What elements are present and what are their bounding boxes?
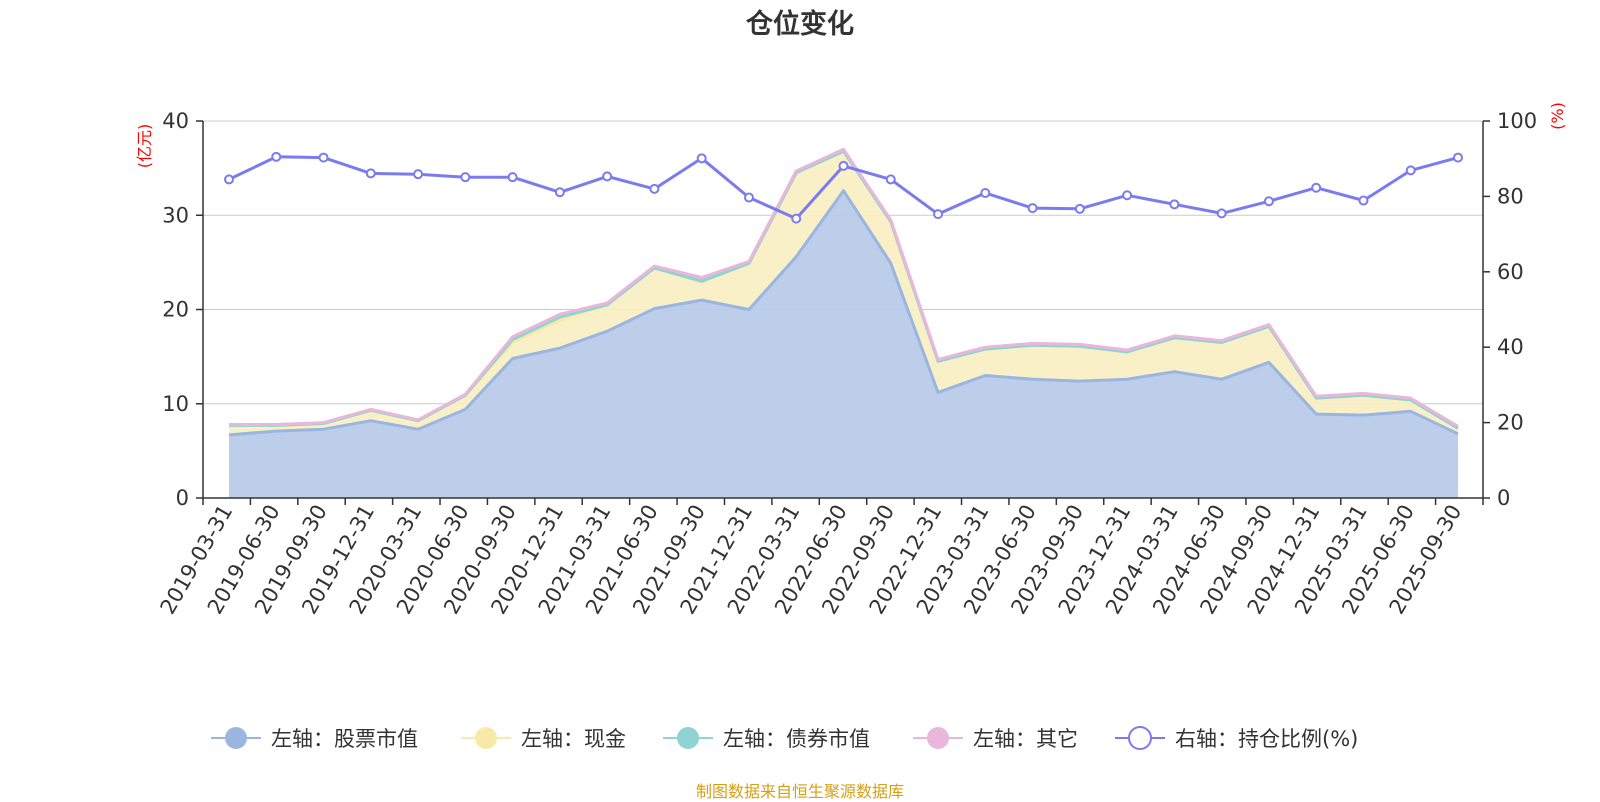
right-tick-label: 80: [1497, 184, 1524, 208]
cash-area: [229, 151, 1458, 435]
left-tick-label: 0: [176, 486, 189, 510]
ratio-point: [885, 174, 896, 185]
right-tick-label: 100: [1497, 109, 1537, 133]
ratio-point: [1122, 190, 1133, 201]
ratio-point: [507, 172, 518, 183]
legend: 左轴：股票市值 左轴：现金 左轴：债券市值 左轴：其它 右轴：持仓比例(%): [211, 726, 1358, 751]
ratio-point: [224, 174, 234, 185]
other-area-edge: [229, 147, 1459, 428]
ratio-point: [791, 213, 802, 224]
right-tick-label: 20: [1497, 411, 1524, 435]
ratio-point: [1216, 208, 1227, 219]
ratio-point: [413, 169, 424, 180]
left-tick-label: 20: [162, 298, 189, 322]
legend-label: 左轴：其它: [973, 727, 1078, 751]
legend-item: 左轴：债券市值: [663, 727, 870, 751]
right-tick-label: 40: [1497, 335, 1524, 359]
ratio-point: [649, 183, 660, 194]
ratio-point: [1074, 203, 1085, 214]
ratio-point: [365, 168, 376, 179]
legend-swatch-marker: [677, 727, 699, 749]
ratio-point: [1263, 196, 1274, 207]
stock-area-edge: [228, 189, 1459, 437]
ratio-point: [1405, 165, 1416, 176]
ratio-line: [224, 151, 1463, 224]
stock-area: [229, 190, 1458, 498]
left-tick-label: 40: [162, 109, 189, 133]
ratio-point: [1453, 152, 1463, 163]
left-tick-label: 10: [162, 392, 189, 416]
legend-item: 左轴：现金: [461, 727, 626, 751]
ratio-point: [696, 153, 707, 164]
ratio-point: [460, 172, 471, 183]
ratio-point: [602, 171, 613, 182]
ratio-point: [1169, 199, 1180, 210]
ratio-point: [838, 160, 849, 171]
legend-label: 左轴：债券市值: [723, 727, 870, 751]
ratio-point: [1358, 195, 1369, 206]
ratio-point: [318, 152, 329, 163]
source-note: 制图数据来自恒生聚源数据库: [695, 782, 904, 801]
legend-label: 右轴：持仓比例(%): [1175, 727, 1358, 751]
legend-swatch-marker: [225, 727, 247, 749]
right-tick-label: 60: [1497, 260, 1524, 284]
ratio-point: [1027, 203, 1038, 214]
legend-item: 右轴：持仓比例(%): [1115, 726, 1358, 751]
legend-label: 左轴：现金: [521, 727, 626, 751]
ratio-point: [271, 151, 282, 162]
ratio-point: [743, 192, 754, 203]
legend-swatch-marker: [1128, 726, 1152, 750]
legend-swatch-marker: [927, 727, 949, 749]
ratio-point: [1311, 182, 1322, 193]
stacked-areas: [228, 147, 1459, 498]
right-axis-unit: (%): [1548, 102, 1567, 130]
ratio-point: [933, 209, 944, 220]
legend-item: 左轴：其它: [913, 727, 1078, 751]
ratio-point: [554, 187, 565, 198]
ratio-point: [980, 188, 991, 199]
left-axis-unit: (亿元): [135, 124, 154, 169]
legend-label: 左轴：股票市值: [271, 727, 418, 751]
legend-swatch-marker: [475, 727, 497, 749]
left-tick-label: 30: [162, 203, 189, 227]
legend-item: 左轴：股票市值: [211, 727, 418, 751]
chart-title: 仓位变化: [746, 9, 854, 40]
right-tick-label: 0: [1497, 486, 1510, 510]
